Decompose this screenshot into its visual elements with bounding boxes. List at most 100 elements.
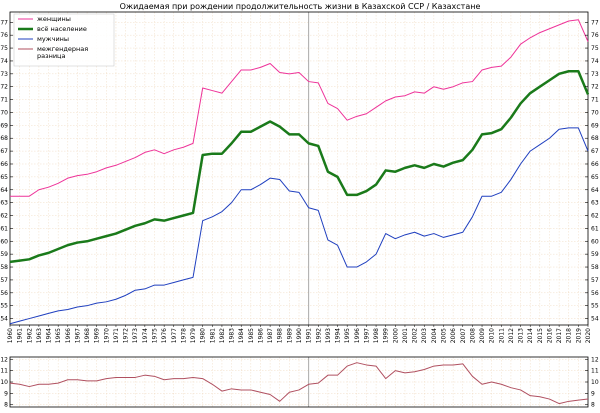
- x-tick-label: 2005: [441, 328, 448, 343]
- y-tick-label-right: 9: [591, 390, 595, 397]
- y-tick-label-right: 60: [591, 238, 599, 245]
- x-tick-label: 2016: [546, 328, 553, 343]
- y-tick-label-right: 68: [591, 135, 599, 142]
- x-tick-label: 1979: [190, 328, 197, 343]
- x-tick-label: 2017: [556, 328, 563, 343]
- y-tick-label-right: 10: [591, 379, 599, 386]
- x-tick-label: 1976: [161, 328, 168, 343]
- x-tick-label: 2006: [450, 328, 457, 343]
- y-tick-label-right: 63: [591, 200, 599, 207]
- y-tick-label: 75: [0, 45, 8, 52]
- y-tick-label: 69: [0, 122, 8, 129]
- x-tick-label: 1972: [123, 328, 130, 343]
- y-tick-label: 72: [0, 84, 8, 91]
- y-tick-label-right: 62: [591, 213, 599, 220]
- x-tick-label: 1967: [74, 328, 81, 343]
- x-tick-label: 2007: [460, 328, 467, 343]
- y-tick-label: 10: [0, 379, 8, 386]
- x-tick-label: 1960: [7, 328, 14, 343]
- y-tick-label: 70: [0, 109, 8, 116]
- y-tick-label-right: 72: [591, 84, 599, 91]
- y-tick-label: 11: [0, 368, 8, 375]
- y-tick-label-right: 61: [591, 225, 599, 232]
- x-tick-label: 1961: [17, 328, 24, 343]
- x-tick-label: 2008: [469, 328, 476, 343]
- y-tick-label: 73: [0, 71, 8, 78]
- x-tick-label: 1995: [344, 328, 351, 343]
- y-tick-label: 12: [0, 356, 8, 363]
- y-tick-label-right: 58: [591, 264, 599, 271]
- x-tick-label: 1962: [26, 328, 33, 343]
- legend-label: всё население: [37, 25, 87, 33]
- series-line-мужчины: [9, 127, 589, 325]
- x-tick-label: 1978: [180, 328, 187, 343]
- y-tick-label-right: 70: [591, 109, 599, 116]
- x-axis-ticks: 1960 1961 1962 1963 1964 1965 1966 1967 1968 1969…: [7, 325, 592, 343]
- y-tick-label-right: 12: [591, 356, 599, 363]
- x-tick-label: 2020: [585, 328, 592, 343]
- x-tick-label: 1991: [306, 328, 313, 343]
- x-tick-label: 1968: [84, 328, 91, 343]
- main-series-lines: [9, 19, 590, 325]
- y-tick-label: 62: [0, 213, 8, 220]
- y-tick-label-right: 69: [591, 122, 599, 129]
- x-tick-label: 1984: [238, 328, 245, 343]
- y-tick-label: 77: [0, 19, 8, 26]
- y-tick-label-right: 76: [591, 32, 599, 39]
- x-tick-label: 1977: [171, 328, 178, 343]
- x-tick-label: 2003: [421, 328, 428, 343]
- x-tick-label: 1973: [132, 328, 139, 343]
- y-tick-label-right: 65: [591, 174, 599, 181]
- y-tick-label: 74: [0, 58, 8, 65]
- y-tick-label: 8: [4, 402, 8, 409]
- x-tick-label: 1982: [219, 328, 226, 343]
- x-tick-label: 1999: [383, 328, 390, 343]
- x-tick-label: 1980: [200, 328, 207, 343]
- y-tick-label-right: 64: [591, 187, 599, 194]
- legend-label: разница: [37, 52, 65, 60]
- y-tick-label: 9: [4, 390, 8, 397]
- x-tick-label: 1971: [113, 328, 120, 343]
- y-tick-label-right: 57: [591, 277, 599, 284]
- y-tick-label-right: 56: [591, 290, 599, 297]
- x-tick-label: 1969: [94, 328, 101, 343]
- y-tick-label: 54: [0, 316, 8, 323]
- x-tick-label: 1966: [65, 328, 72, 343]
- x-tick-label: 1981: [209, 328, 216, 343]
- y-tick-label-right: 66: [591, 161, 599, 168]
- x-tick-label: 1965: [55, 328, 62, 343]
- x-tick-label: 1989: [286, 328, 293, 343]
- y-tick-label: 59: [0, 251, 8, 258]
- x-tick-label: 2012: [508, 328, 515, 343]
- x-tick-label: 1987: [267, 328, 274, 343]
- x-tick-label: 2019: [575, 328, 582, 343]
- y-tick-label: 58: [0, 264, 8, 271]
- y-tick-label: 56: [0, 290, 8, 297]
- x-tick-label: 2001: [402, 328, 409, 343]
- y-tick-label: 65: [0, 174, 8, 181]
- y-tick-label-right: 55: [591, 303, 599, 310]
- legend-label: женщины: [37, 15, 71, 23]
- y-tick-label: 61: [0, 225, 8, 232]
- y-tick-label-right: 77: [591, 19, 599, 26]
- x-tick-label: 1986: [257, 328, 264, 343]
- x-tick-label: 2013: [518, 328, 525, 343]
- x-tick-label: 1998: [373, 328, 380, 343]
- x-tick-label: 1964: [46, 328, 53, 343]
- y-tick-label-right: 54: [591, 316, 599, 323]
- x-tick-label: 1988: [277, 328, 284, 343]
- x-tick-label: 2009: [479, 328, 486, 343]
- legend-label: мужчины: [37, 35, 69, 43]
- main-grid: [9, 12, 589, 325]
- y-tick-label-right: 75: [591, 45, 599, 52]
- x-tick-label: 2002: [412, 328, 419, 343]
- x-tick-label: 2010: [489, 328, 496, 343]
- sub-grid: [9, 357, 589, 407]
- x-tick-label: 1992: [315, 328, 322, 343]
- x-tick-label: 1993: [325, 328, 332, 343]
- y-tick-label: 71: [0, 97, 8, 104]
- y-tick-label-right: 73: [591, 71, 599, 78]
- legend-box: [13, 13, 115, 67]
- y-tick-label: 60: [0, 238, 8, 245]
